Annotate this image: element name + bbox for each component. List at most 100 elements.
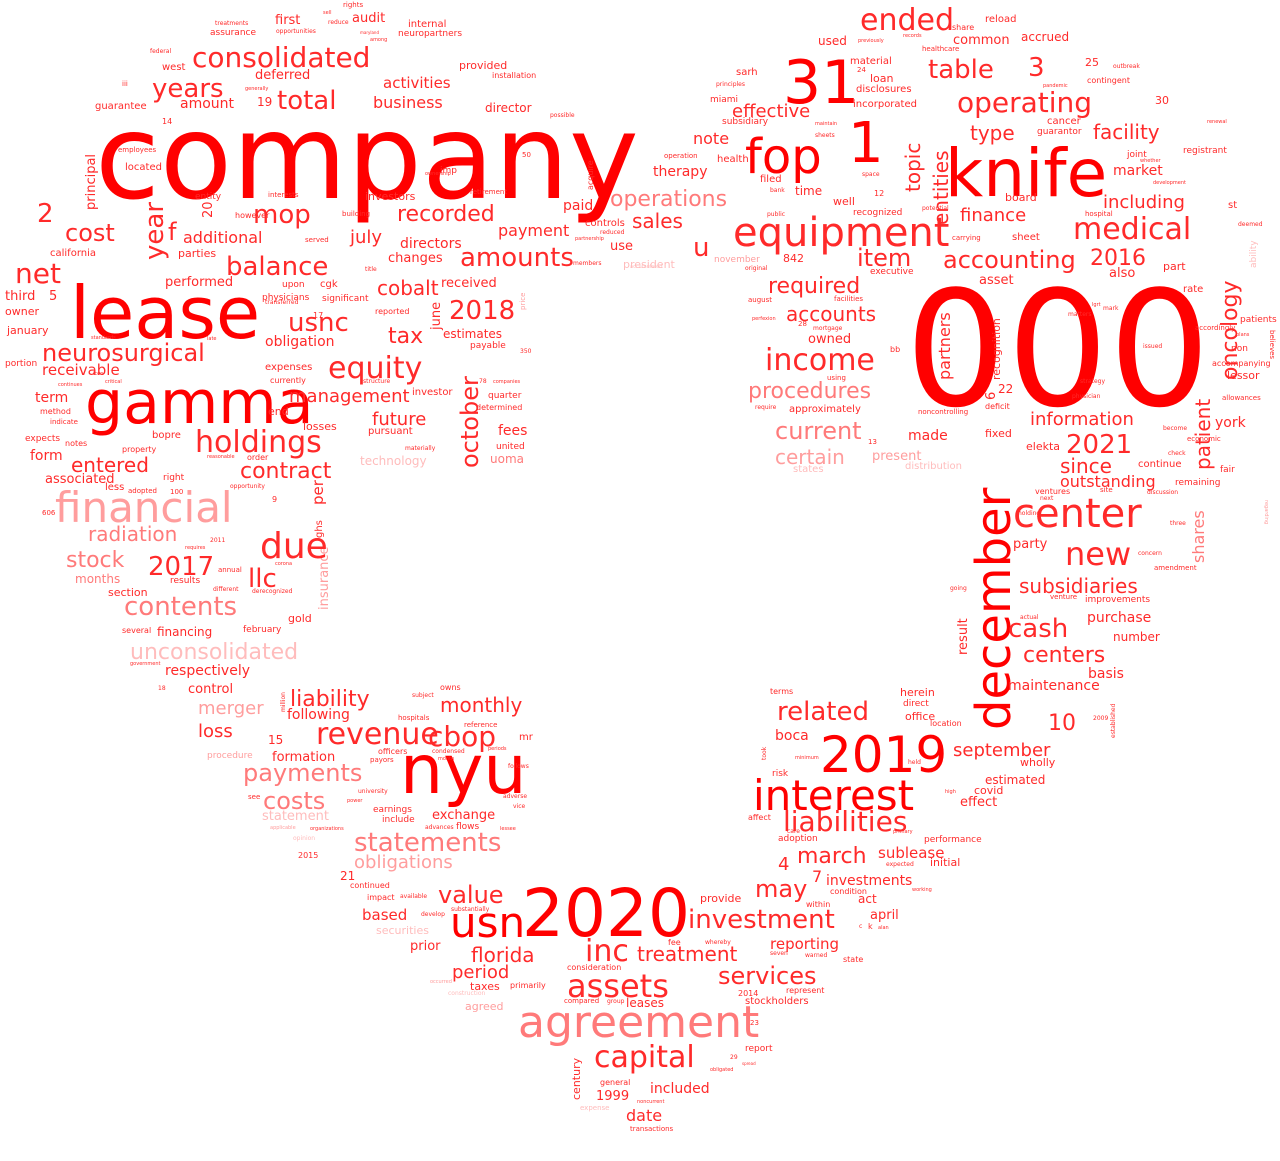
word: bopre [152,430,181,441]
word: subsidiary [722,117,769,127]
word: basis [1088,666,1124,682]
word: 606 [42,509,56,517]
word: physician [1072,393,1101,400]
word: amounts [460,243,574,273]
word: incorporated [853,99,917,110]
word: sarh [736,67,758,78]
word: well [833,195,855,208]
word: information [1030,409,1134,430]
word: procedure [207,751,253,761]
word: outbreak [1113,63,1140,70]
word: ventures [1035,487,1070,496]
word: alan [878,925,889,931]
word: determined [476,403,522,412]
word: 4 [778,854,789,875]
word: continued [350,881,390,890]
word: icon [93,371,103,377]
word: strategy [1080,378,1105,385]
word: sales [632,209,683,233]
word: acquire [586,160,595,190]
word: payors [370,756,394,764]
word: audit [352,11,385,26]
word: 15 [268,733,283,747]
word: material [850,56,892,67]
word: procedures [748,379,871,404]
word: purchase [1087,610,1151,626]
word: west [162,62,186,73]
word: 30 [1155,94,1169,107]
word: deferred [255,68,310,83]
word: pursuant [368,426,413,437]
word: subject [412,692,434,699]
word: working [912,887,932,893]
word: radiation [88,522,177,546]
word: noncontrolling [918,408,968,416]
word: elekta [1026,440,1060,453]
word: sell [323,10,331,16]
word: internal [408,19,446,30]
word: 13 [868,438,877,446]
word: miami [710,95,738,105]
word: warned [805,952,827,959]
word: december [966,487,1022,730]
word: reporting [770,935,839,953]
word: served [305,236,329,244]
word: gamma [85,368,314,438]
word: order [247,453,269,462]
word: management [289,386,410,407]
word: amount [180,96,235,112]
word: changes [388,251,443,266]
word: costs [263,787,325,815]
word: approximately [789,404,861,415]
word: 22 [998,382,1013,396]
word: 2009 [1093,715,1108,722]
word: control [188,682,233,697]
word: uoma [490,452,524,466]
word: annual [218,566,242,574]
word: earnings [373,805,412,815]
word: deficit [985,402,1010,411]
word: number [1113,630,1160,644]
word: lessee [500,826,516,832]
word: usn [450,898,525,947]
word: maryland [360,30,379,35]
word: director [485,101,532,115]
word: financing [157,625,212,639]
word: opportunities [276,28,316,35]
word: continue [1138,459,1181,470]
word: total [277,86,336,116]
word: sublease [878,844,944,862]
word: respectively [165,663,250,679]
word: million [280,692,287,712]
word: continues [58,382,83,388]
word: occurred [430,979,452,985]
word: 842 [783,252,804,265]
word: cost [65,219,115,247]
word: october [456,376,484,468]
word: possible [550,112,575,119]
word: interest [753,771,914,820]
word: market [1113,163,1163,179]
word: neuropartners [398,29,462,39]
word: development [1153,180,1186,186]
word: accordingly [1195,324,1235,332]
word: activities [383,74,451,92]
word: 19 [257,95,272,109]
word: requires [185,545,206,551]
word: assurance [210,28,256,38]
word: 23 [750,1019,759,1027]
word: 9 [272,495,277,504]
word: government [130,661,161,667]
word: reload [985,14,1016,25]
word: required [768,274,860,299]
word: consideration [567,963,621,972]
word: 100 [170,488,183,496]
word: services [718,962,816,990]
word: established [1110,703,1117,738]
word: cgk [320,279,338,290]
word: agreed [465,1000,504,1013]
word: accounts [786,302,876,326]
word: january [6,324,49,337]
word: liability [290,687,370,712]
word: patients [1240,315,1277,325]
